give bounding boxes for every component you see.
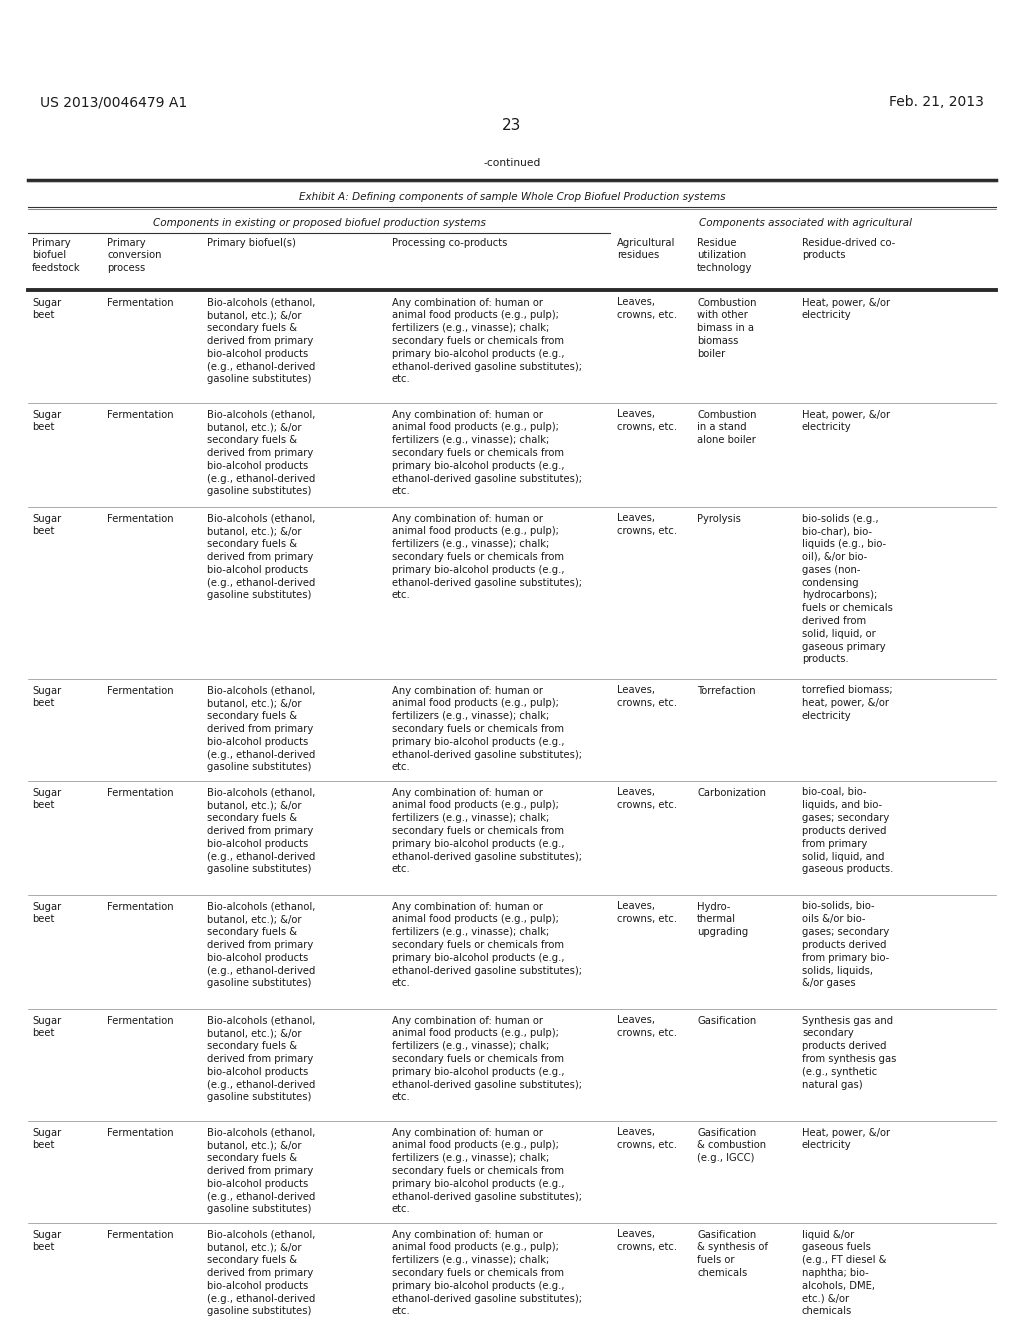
Text: Bio-alcohols (ethanol,
butanol, etc.); &/or
secondary fuels &
derived from prima: Bio-alcohols (ethanol, butanol, etc.); &… [207,1127,315,1214]
Text: Primary
biofuel
feedstock: Primary biofuel feedstock [32,238,81,273]
Text: Any combination of: human or
animal food products (e.g., pulp);
fertilizers (e.g: Any combination of: human or animal food… [392,1229,582,1316]
Text: Combustion
in a stand
alone boiler: Combustion in a stand alone boiler [697,409,757,445]
Text: Heat, power, &/or
electricity: Heat, power, &/or electricity [802,1127,890,1150]
Text: Pyrolysis: Pyrolysis [697,513,741,524]
Text: Fermentation: Fermentation [106,902,174,912]
Text: Any combination of: human or
animal food products (e.g., pulp);
fertilizers (e.g: Any combination of: human or animal food… [392,902,582,989]
Text: -continued: -continued [483,158,541,168]
Text: Carbonization: Carbonization [697,788,766,797]
Text: Leaves,
crowns, etc.: Leaves, crowns, etc. [617,902,677,924]
Text: Bio-alcohols (ethanol,
butanol, etc.); &/or
secondary fuels &
derived from prima: Bio-alcohols (ethanol, butanol, etc.); &… [207,685,315,772]
Text: Hydro-
thermal
upgrading: Hydro- thermal upgrading [697,902,749,937]
Text: bio-coal, bio-
liquids, and bio-
gases; secondary
products derived
from primary
: bio-coal, bio- liquids, and bio- gases; … [802,788,893,874]
Text: Leaves,
crowns, etc.: Leaves, crowns, etc. [617,409,677,433]
Text: liquid &/or
gaseous fuels
(e.g., FT diesel &
naphtha; bio-
alcohols, DME,
etc.) : liquid &/or gaseous fuels (e.g., FT dies… [802,1229,887,1316]
Text: 23: 23 [503,117,521,133]
Text: Gasification
& synthesis of
fuels or
chemicals: Gasification & synthesis of fuels or che… [697,1229,768,1278]
Text: Fermentation: Fermentation [106,788,174,797]
Text: Components in existing or proposed biofuel production systems: Components in existing or proposed biofu… [153,219,485,228]
Text: Fermentation: Fermentation [106,1229,174,1239]
Text: Residue-drived co-
products: Residue-drived co- products [802,238,895,260]
Text: Primary
conversion
process: Primary conversion process [106,238,162,273]
Text: Sugar
beet: Sugar beet [32,1229,61,1253]
Text: Residue
utilization
technology: Residue utilization technology [697,238,753,273]
Text: Agricultural
residues: Agricultural residues [617,238,676,260]
Text: Heat, power, &/or
electricity: Heat, power, &/or electricity [802,409,890,433]
Text: Synthesis gas and
secondary
products derived
from synthesis gas
(e.g., synthetic: Synthesis gas and secondary products der… [802,1015,896,1089]
Text: Bio-alcohols (ethanol,
butanol, etc.); &/or
secondary fuels &
derived from prima: Bio-alcohols (ethanol, butanol, etc.); &… [207,513,315,601]
Text: Sugar
beet: Sugar beet [32,409,61,433]
Text: Feb. 21, 2013: Feb. 21, 2013 [889,95,984,110]
Text: Any combination of: human or
animal food products (e.g., pulp);
fertilizers (e.g: Any combination of: human or animal food… [392,1127,582,1214]
Text: Bio-alcohols (ethanol,
butanol, etc.); &/or
secondary fuels &
derived from prima: Bio-alcohols (ethanol, butanol, etc.); &… [207,297,315,384]
Text: Sugar
beet: Sugar beet [32,788,61,810]
Text: Any combination of: human or
animal food products (e.g., pulp);
fertilizers (e.g: Any combination of: human or animal food… [392,685,582,772]
Text: bio-solids (e.g.,
bio-char), bio-
liquids (e.g., bio-
oil), &/or bio-
gases (non: bio-solids (e.g., bio-char), bio- liquid… [802,513,893,664]
Text: Fermentation: Fermentation [106,409,174,420]
Text: Processing co-products: Processing co-products [392,238,507,248]
Text: US 2013/0046479 A1: US 2013/0046479 A1 [40,95,187,110]
Text: Gasification: Gasification [697,1015,757,1026]
Text: Bio-alcohols (ethanol,
butanol, etc.); &/or
secondary fuels &
derived from prima: Bio-alcohols (ethanol, butanol, etc.); &… [207,902,315,989]
Text: Fermentation: Fermentation [106,513,174,524]
Text: Any combination of: human or
animal food products (e.g., pulp);
fertilizers (e.g: Any combination of: human or animal food… [392,297,582,384]
Text: Heat, power, &/or
electricity: Heat, power, &/or electricity [802,297,890,321]
Text: Bio-alcohols (ethanol,
butanol, etc.); &/or
secondary fuels &
derived from prima: Bio-alcohols (ethanol, butanol, etc.); &… [207,409,315,496]
Text: Sugar
beet: Sugar beet [32,1015,61,1039]
Text: Gasification
& combustion
(e.g., IGCC): Gasification & combustion (e.g., IGCC) [697,1127,766,1163]
Text: Sugar
beet: Sugar beet [32,902,61,924]
Text: Leaves,
crowns, etc.: Leaves, crowns, etc. [617,513,677,536]
Text: Leaves,
crowns, etc.: Leaves, crowns, etc. [617,788,677,810]
Text: Exhibit A: Defining components of sample Whole Crop Biofuel Production systems: Exhibit A: Defining components of sample… [299,191,725,202]
Text: Torrefaction: Torrefaction [697,685,756,696]
Text: Any combination of: human or
animal food products (e.g., pulp);
fertilizers (e.g: Any combination of: human or animal food… [392,409,582,496]
Text: torrefied biomass;
heat, power, &/or
electricity: torrefied biomass; heat, power, &/or ele… [802,685,893,721]
Text: Any combination of: human or
animal food products (e.g., pulp);
fertilizers (e.g: Any combination of: human or animal food… [392,1015,582,1102]
Text: Primary biofuel(s): Primary biofuel(s) [207,238,296,248]
Text: Leaves,
crowns, etc.: Leaves, crowns, etc. [617,297,677,321]
Text: Sugar
beet: Sugar beet [32,297,61,321]
Text: bio-solids, bio-
oils &/or bio-
gases; secondary
products derived
from primary b: bio-solids, bio- oils &/or bio- gases; s… [802,902,889,989]
Text: Leaves,
crowns, etc.: Leaves, crowns, etc. [617,1127,677,1150]
Text: Sugar
beet: Sugar beet [32,513,61,536]
Text: Any combination of: human or
animal food products (e.g., pulp);
fertilizers (e.g: Any combination of: human or animal food… [392,788,582,874]
Text: Components associated with agricultural: Components associated with agricultural [699,219,912,228]
Text: Leaves,
crowns, etc.: Leaves, crowns, etc. [617,685,677,709]
Text: Fermentation: Fermentation [106,1015,174,1026]
Text: Leaves,
crowns, etc.: Leaves, crowns, etc. [617,1015,677,1039]
Text: Sugar
beet: Sugar beet [32,1127,61,1150]
Text: Any combination of: human or
animal food products (e.g., pulp);
fertilizers (e.g: Any combination of: human or animal food… [392,513,582,601]
Text: Sugar
beet: Sugar beet [32,685,61,709]
Text: Combustion
with other
bimass in a
biomass
boiler: Combustion with other bimass in a biomas… [697,297,757,359]
Text: Bio-alcohols (ethanol,
butanol, etc.); &/or
secondary fuels &
derived from prima: Bio-alcohols (ethanol, butanol, etc.); &… [207,1229,315,1316]
Text: Leaves,
crowns, etc.: Leaves, crowns, etc. [617,1229,677,1253]
Text: Bio-alcohols (ethanol,
butanol, etc.); &/or
secondary fuels &
derived from prima: Bio-alcohols (ethanol, butanol, etc.); &… [207,788,315,874]
Text: Fermentation: Fermentation [106,297,174,308]
Text: Fermentation: Fermentation [106,1127,174,1138]
Text: Fermentation: Fermentation [106,685,174,696]
Text: Bio-alcohols (ethanol,
butanol, etc.); &/or
secondary fuels &
derived from prima: Bio-alcohols (ethanol, butanol, etc.); &… [207,1015,315,1102]
